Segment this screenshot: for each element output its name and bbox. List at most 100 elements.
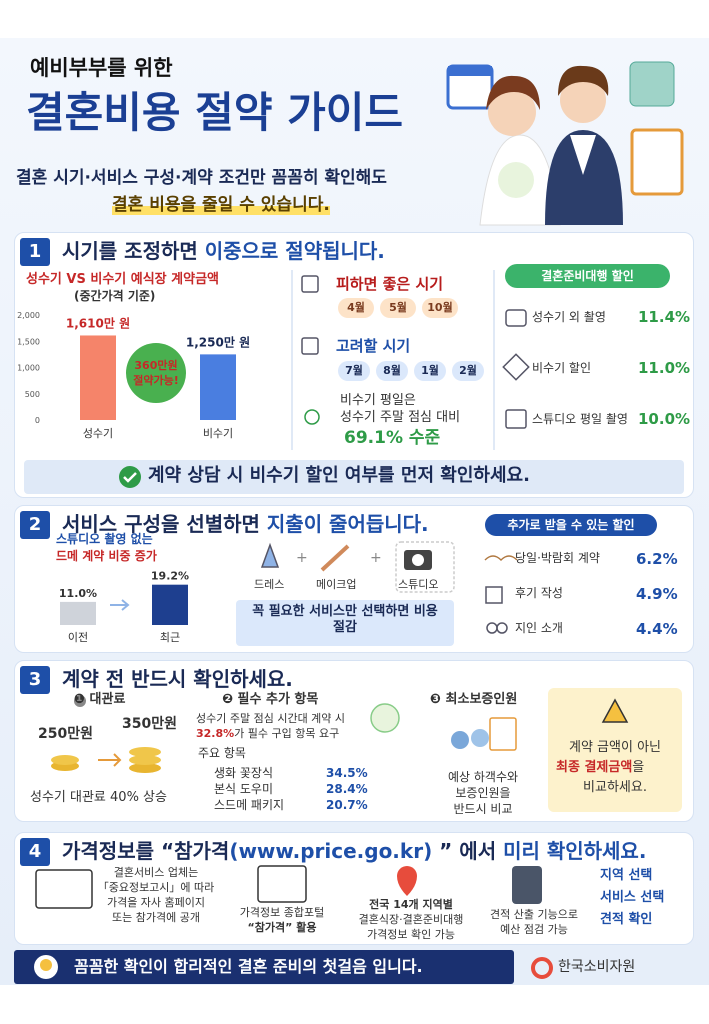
- discount-value: 11.4%: [638, 308, 691, 326]
- item-value: 34.5%: [326, 766, 368, 780]
- extra-title: 추가로 받을 수 있는 할인: [485, 514, 657, 536]
- discount-value: 11.0%: [638, 359, 691, 377]
- item-value: 20.7%: [326, 798, 368, 812]
- category-label: 최근: [160, 631, 180, 644]
- section-title: 계약 전 반드시 확인하세요.: [62, 667, 293, 691]
- chart: 11.0% 이전 19.2% 최근: [59, 570, 189, 644]
- section-number: 2: [20, 511, 50, 539]
- item-label: 생화 꽃장식: [214, 766, 274, 780]
- extra-label: 지인 소개: [515, 621, 563, 635]
- note: 성수기 주말 점심 대비: [340, 410, 461, 425]
- discount-title: 결혼준비대행 할인: [505, 264, 670, 288]
- y-tick-label: 1,500: [17, 337, 40, 346]
- section-number: 3: [20, 666, 50, 694]
- fee: 250만원: [38, 726, 93, 742]
- guarantee-line: 예상 하객수와: [447, 770, 519, 784]
- chart-subtitle: 드메 계약 비중 증가: [56, 549, 157, 563]
- section-title: 미리 확인하세요.: [503, 839, 647, 863]
- highlight: 32.8%: [196, 727, 235, 740]
- chart-title: 성수기 VS 비수기 예식장 계약금액: [26, 272, 220, 287]
- chart-subtitle: (중간가격 기준): [74, 289, 156, 303]
- desc: 성수기 주말 점심 시간대 계약 시: [196, 712, 346, 725]
- bar: [200, 354, 236, 420]
- service-label: 드레스: [254, 578, 285, 591]
- illustration: [446, 61, 684, 226]
- text-line: 가격정보를 “참가격(www.price.go.kr) ” 에서 미리 확인하세…: [62, 839, 646, 863]
- month-pill: 2월: [452, 361, 484, 381]
- warning: 비교하세요.: [583, 780, 647, 795]
- info-line: 결혼식장·결혼준비대행: [358, 913, 464, 926]
- item-title: ❸ 최소보증인원: [430, 692, 518, 707]
- fee: 350만원: [122, 716, 177, 732]
- warning: 계약 금액이 아닌: [569, 740, 661, 755]
- sub-title: 주요 항목: [198, 746, 246, 760]
- footer-message: 꼼꼼한 확인이 합리적인 결혼 준비의 첫걸음 입니다.: [74, 957, 423, 976]
- note-highlight: 69.1% 수준: [344, 428, 441, 448]
- value-label: 1,250만 원: [186, 334, 250, 349]
- section-number: 4: [20, 838, 50, 866]
- badge-text: 360만원: [134, 358, 177, 372]
- title: 결혼비용 절약 가이드: [26, 88, 404, 137]
- banner: 계약 상담 시 비수기 할인 여부를 먼저 확인하세요.: [148, 465, 530, 486]
- month-pill: 8월: [376, 361, 408, 381]
- text-line: 서비스 구성을 선별하면 지출이 줄어듭니다.: [62, 512, 429, 536]
- info-line: 또는 참가격에 공개: [112, 911, 200, 924]
- item-title: ❷ 필수 추가 항목: [222, 692, 319, 707]
- discount-label: 비수기 할인: [532, 361, 592, 375]
- footer-bar: [14, 950, 514, 984]
- check-item: 견적 확인: [600, 912, 653, 927]
- note-box: [236, 600, 454, 646]
- month-pill: 1월: [414, 361, 446, 381]
- fee-note: 성수기 대관료 40% 상승: [30, 790, 167, 805]
- desc: 가 필수 구입 항목 요구: [234, 727, 340, 740]
- category-label: 비수기: [203, 427, 233, 440]
- info-line: 가격정보 확인 가능: [367, 928, 455, 941]
- url: (www.price.go.kr): [229, 839, 433, 863]
- guarantee-line: 반드시 비교: [453, 802, 513, 816]
- info-line: 견적 산출 기능으로: [490, 908, 578, 921]
- info-line: 가격을 자사 홈페이지: [106, 896, 206, 909]
- value-label: 11.0%: [59, 587, 97, 600]
- value-label: 1,610만 원: [66, 315, 130, 330]
- month-pill: 7월: [338, 361, 370, 381]
- service-label: 메이크업: [316, 578, 357, 591]
- item-value: 28.4%: [326, 782, 368, 796]
- item-label: 스드메 패키지: [214, 798, 285, 812]
- check-item: 지역 선택: [600, 868, 653, 883]
- icons: + +: [34, 270, 629, 979]
- section-title: 지출이 줄어듭니다.: [266, 512, 429, 536]
- service-label: 스튜디오: [398, 578, 439, 591]
- category-label: 이전: [68, 631, 88, 644]
- month-pill: 4월: [338, 298, 374, 318]
- extra-value: 6.2%: [636, 550, 678, 568]
- svg-text:+: +: [370, 550, 382, 566]
- bar: [152, 584, 188, 625]
- section-title: 시기를 조정하면: [62, 239, 205, 263]
- discount-label: 스튜디오 평일 촬영: [532, 412, 628, 426]
- services-note: 꼭 필요한 서비스만 선택하면 비용 절감: [252, 604, 438, 635]
- text-line: 최종 결제금액을: [556, 760, 644, 776]
- info-line: 결혼서비스 업체는: [113, 866, 199, 879]
- warning-highlight: 최종 결제금액: [556, 760, 633, 775]
- note: 비수기 평일은: [340, 393, 416, 408]
- discount-label: 성수기 외 촬영: [532, 310, 606, 324]
- arrow: [110, 599, 130, 611]
- value-label: 19.2%: [151, 570, 189, 583]
- info-line: 「중요정보고시」에 따라: [97, 881, 215, 894]
- section-title: 서비스 구성을 선별하면: [62, 512, 267, 536]
- info-line: 예산 점검 가능: [500, 923, 568, 936]
- text-line: 시기를 조정하면 이중으로 절약됩니다.: [62, 239, 385, 263]
- description: 결혼 시기·서비스 구성·계약 조건만 꼼꼼히 확인해도: [16, 168, 387, 188]
- section-title: ” 에서: [432, 839, 504, 863]
- extra-value: 4.9%: [636, 585, 678, 603]
- section-title: 가격정보를 “참가격: [62, 839, 230, 863]
- month-pill: 5월: [380, 298, 416, 318]
- info-line: 가격정보 종합포털: [239, 906, 325, 919]
- period-title: 고려할 시기: [336, 337, 411, 355]
- y-tick-label: 1,000: [17, 364, 40, 373]
- month-pill: 10월: [422, 298, 458, 318]
- extra-label: 당일·박람회 계약: [515, 551, 600, 565]
